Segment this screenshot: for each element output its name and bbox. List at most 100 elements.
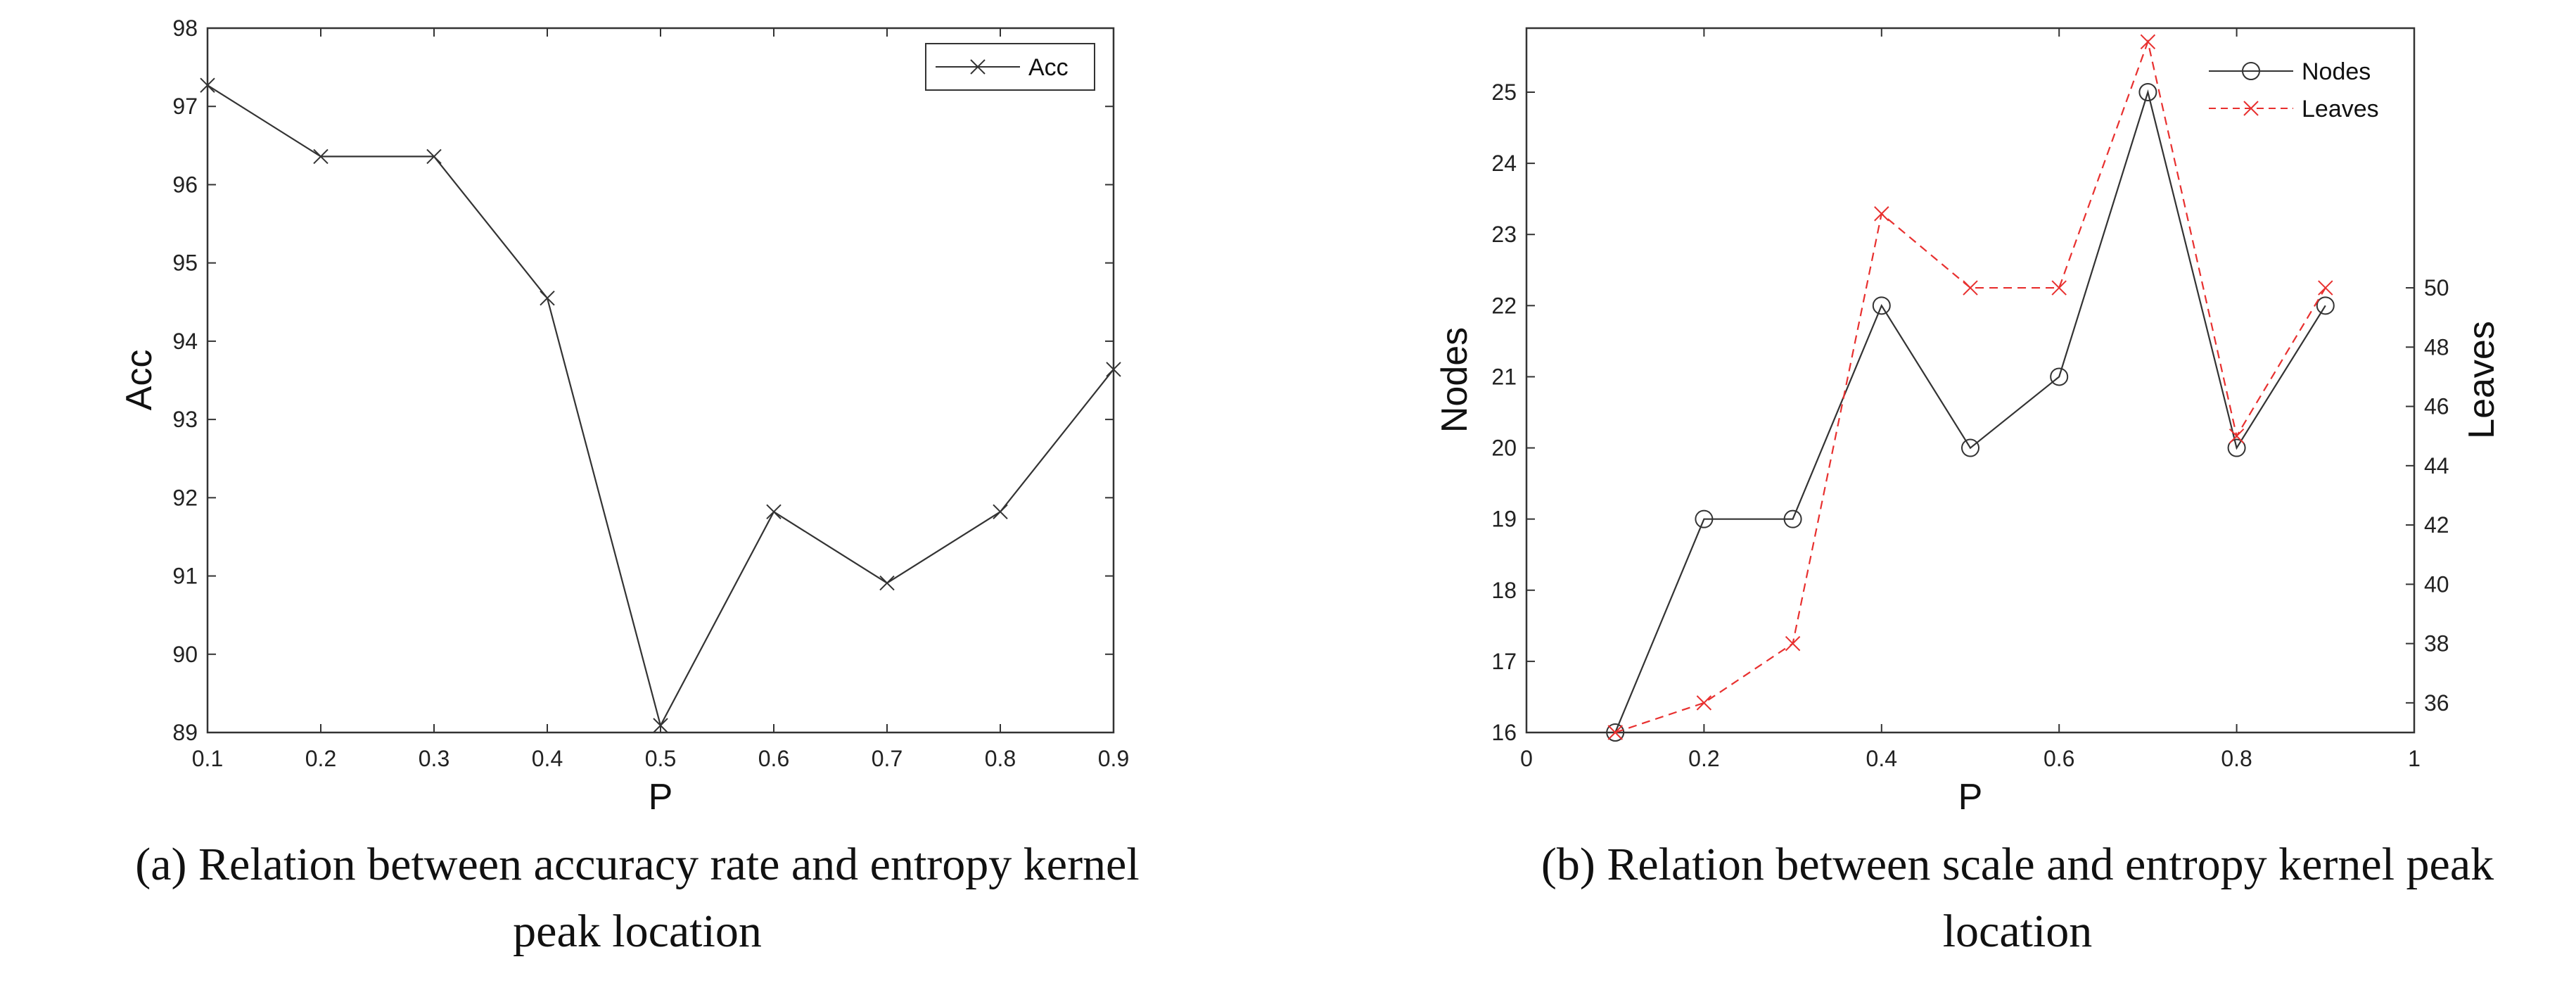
chart-a-y-tick-label: 98 [172, 15, 198, 41]
chart-b-right-y-axis-label: Leaves [2461, 321, 2502, 439]
chart-b-data-point-leaves [2229, 428, 2245, 444]
chart-a-x-axis-label: P [649, 777, 673, 818]
chart-a-y-tick-label: 95 [172, 250, 198, 276]
chart-b-x-tick-label: 1 [2408, 746, 2421, 771]
chart-b-data-point-nodes [1961, 438, 1979, 457]
chart-a-y-tick-label: 91 [172, 564, 198, 589]
chart-b-data-point-leaves [2051, 280, 2067, 296]
chart-a-y-ticks: 89 90 91 92 93 94 95 96 97 98 [172, 15, 1114, 745]
chart-b-x-tick-label: 0.4 [1866, 746, 1897, 771]
chart-b-data-point-nodes [2227, 438, 2246, 457]
chart-a-legend-marker [970, 59, 986, 75]
chart-a-y-tick-label: 94 [172, 329, 198, 354]
chart-a-y-tick-label: 89 [172, 720, 198, 745]
chart-b-y-ticks: 16 17 18 19 20 21 22 23 24 25 [1491, 80, 1535, 745]
chart-b-y-tick-label: 23 [1491, 222, 1517, 247]
chart-b-data-point-nodes [1872, 296, 1891, 315]
chart-b-data-point-leaves [1696, 695, 1712, 711]
chart-b-right-y-tick-label: 38 [2424, 631, 2449, 657]
chart-b-right-y-ticks: 36 38 40 42 44 46 48 50 [2406, 275, 2449, 716]
chart-b-data-point-leaves [1785, 635, 1801, 652]
chart-b-caption-line-2: location [1943, 906, 2093, 957]
chart-b-legend: Nodes Leaves [2209, 58, 2379, 122]
chart-a-caption-line-2: peak location [513, 906, 762, 957]
chart-b-right-y-tick-label: 44 [2424, 453, 2449, 478]
chart-b-data-point-nodes [2138, 83, 2157, 101]
chart-b-x-axis-label: P [1958, 777, 1983, 818]
chart-b-x-ticks: 0 0.2 0.4 0.6 0.8 1 [1520, 28, 2421, 771]
chart-b-data-point-leaves [1963, 280, 1978, 296]
chart-a-legend: Acc [925, 43, 1095, 91]
chart-a-y-axis-label: Acc [119, 350, 160, 411]
chart-b-data-point-nodes [1783, 509, 1802, 528]
chart-b-x-tick-label: 0.8 [2221, 746, 2252, 771]
chart-b-right-y-tick-label: 46 [2424, 394, 2449, 419]
chart-b-plot-frame [1525, 27, 2416, 734]
chart-a-x-ticks: 0.1 0.2 0.3 0.4 0.5 0.6 0.7 0.8 0.9 [192, 28, 1129, 771]
chart-b: 0 0.2 0.4 0.6 0.8 1 16 17 18 19 20 21 22 23 24 25 36 38… [1434, 27, 2502, 957]
chart-a-x-tick-label: 0.1 [192, 746, 223, 771]
chart-b-series-line-leaves [1614, 39, 2326, 734]
chart-a-data-point-acc [879, 575, 895, 591]
chart-b-legend-marker-nodes [2242, 62, 2260, 80]
chart-a-x-tick-label: 0.4 [532, 746, 563, 771]
chart-b-series [1606, 34, 2335, 742]
chart-a-data-point-acc [426, 148, 442, 165]
chart-b-y-tick-label: 22 [1491, 293, 1517, 318]
chart-a-data-point-acc [1106, 362, 1121, 377]
chart-b-y-tick-label: 20 [1491, 436, 1517, 461]
chart-b-legend-label-leaves: Leaves [2302, 96, 2379, 122]
chart-b-right-y-tick-label: 36 [2424, 690, 2449, 716]
chart-a-x-tick-label: 0.6 [758, 746, 789, 771]
chart-a: 0.1 0.2 0.3 0.4 0.5 0.6 0.7 0.8 0.9 89 90 91 92 93 94… [119, 15, 1140, 957]
chart-b-x-tick-label: 0.2 [1688, 746, 1719, 771]
chart-b-data-point-nodes [2050, 367, 2069, 386]
chart-a-data-point-acc [653, 718, 668, 733]
chart-a-plot-frame [206, 27, 1115, 734]
chart-a-y-tick-label: 97 [172, 94, 198, 119]
chart-b-data-point-nodes [1695, 509, 1714, 528]
chart-b-y-tick-label: 21 [1491, 364, 1517, 389]
chart-a-caption-line-1: (a) Relation between accuracy rate and e… [135, 839, 1139, 890]
chart-b-y-tick-label: 19 [1491, 507, 1517, 532]
chart-b-data-point-leaves [1874, 206, 1889, 222]
chart-b-data-point-leaves [2318, 280, 2333, 296]
chart-b-series-line-nodes [1614, 89, 2326, 733]
chart-a-y-tick-label: 93 [172, 407, 198, 432]
chart-b-y-axis-label: Nodes [1434, 327, 1475, 433]
chart-b-y-tick-label: 17 [1491, 649, 1517, 674]
chart-b-right-y-tick-label: 42 [2424, 512, 2449, 538]
chart-a-x-tick-label: 0.8 [985, 746, 1016, 771]
chart-b-data-point-leaves [1607, 725, 1623, 740]
chart-b-legend-marker-leaves [2243, 101, 2259, 116]
chart-b-y-tick-label: 25 [1491, 80, 1517, 105]
chart-a-x-tick-label: 0.7 [872, 746, 903, 771]
chart-a-data-point-acc [540, 291, 555, 306]
chart-b-right-y-tick-label: 50 [2424, 275, 2449, 300]
chart-b-x-tick-label: 0.6 [2043, 746, 2074, 771]
chart-a-data-point-acc [993, 504, 1008, 520]
chart-a-y-tick-label: 96 [172, 172, 198, 197]
chart-a-data-point-acc [313, 148, 329, 165]
chart-b-caption-line-1: (b) Relation between scale and entropy k… [1541, 839, 2494, 890]
chart-a-series [200, 77, 1121, 733]
chart-b-data-point-nodes [1606, 723, 1625, 742]
chart-a-x-tick-label: 0.2 [305, 746, 336, 771]
chart-b-right-y-tick-label: 48 [2424, 334, 2449, 360]
chart-b-legend-label-nodes: Nodes [2302, 58, 2371, 85]
chart-b-y-tick-label: 24 [1491, 151, 1517, 176]
chart-a-x-tick-label: 0.9 [1098, 746, 1129, 771]
chart-b-data-point-nodes [2316, 296, 2335, 315]
chart-a-x-tick-label: 0.3 [419, 746, 449, 771]
chart-a-y-tick-label: 92 [172, 485, 198, 510]
chart-b-y-tick-label: 18 [1491, 578, 1517, 603]
chart-b-x-tick-label: 0 [1520, 746, 1533, 771]
chart-b-data-point-leaves [2140, 34, 2156, 50]
chart-a-x-tick-label: 0.5 [645, 746, 676, 771]
chart-a-data-point-acc [200, 77, 215, 93]
chart-b-right-y-tick-label: 40 [2424, 571, 2449, 597]
chart-a-legend-label: Acc [1028, 54, 1069, 81]
chart-a-data-point-acc [766, 504, 782, 520]
chart-a-y-tick-label: 90 [172, 642, 198, 667]
